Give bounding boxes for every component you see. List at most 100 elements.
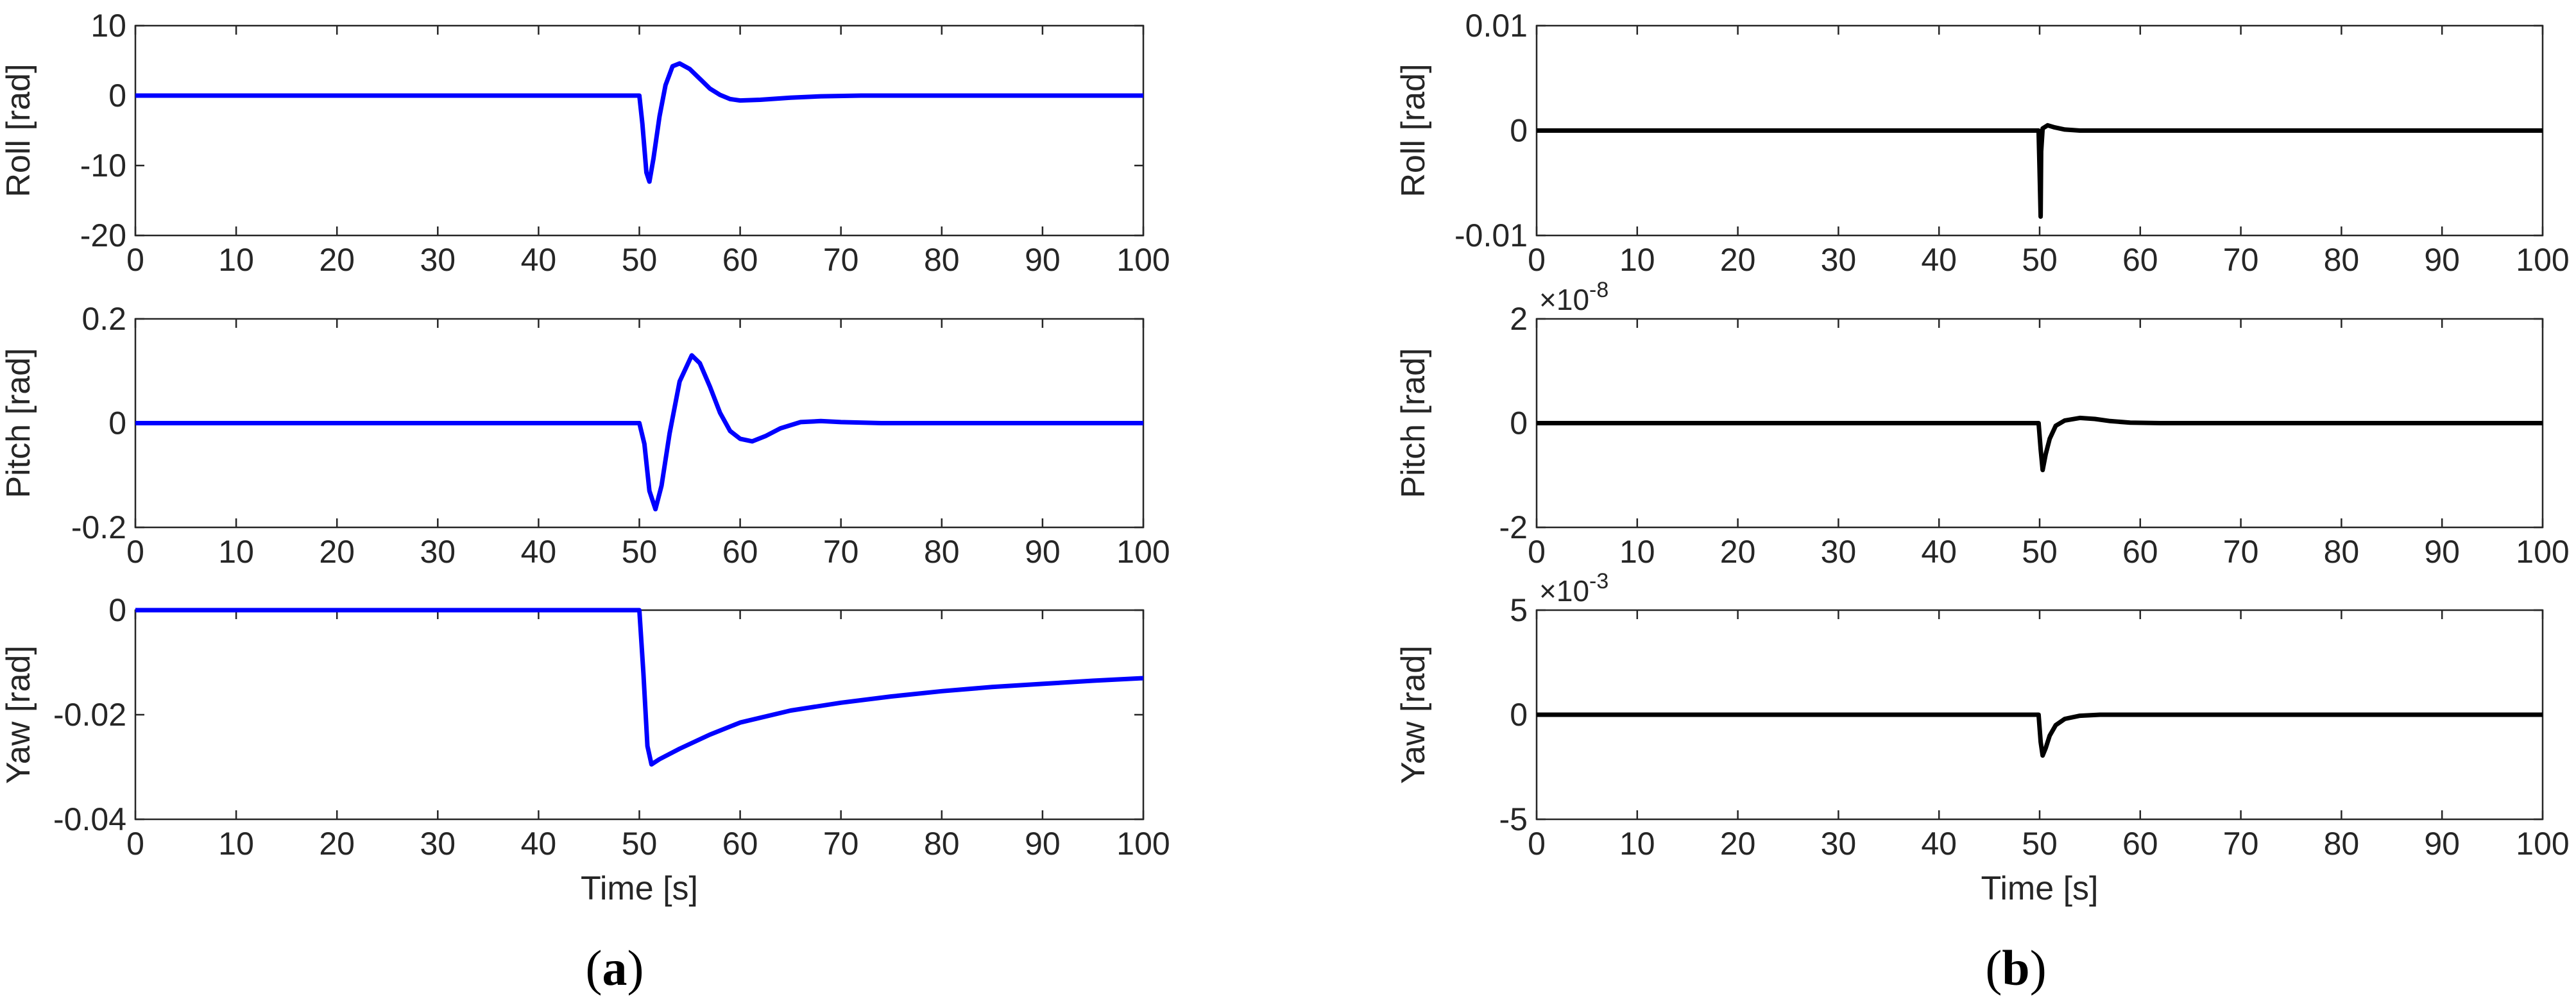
chart-b-1-y-tick-label: -0.01 xyxy=(1454,217,1528,253)
panel-label-b: (b) xyxy=(1985,940,2046,996)
chart-b-3-x-tick-label: 40 xyxy=(1921,826,1957,862)
chart-a-3-x-tick-label: 30 xyxy=(420,826,456,862)
chart-a-2-x-tick-label: 90 xyxy=(1025,534,1061,570)
panel-label-a-letter: a xyxy=(602,940,627,996)
chart-b-1-x-tick-label: 20 xyxy=(1720,242,1756,278)
chart-b-1-x-tick-label: 100 xyxy=(2516,242,2569,278)
chart-a-3-x-tick-label: 40 xyxy=(521,826,557,862)
chart-a-2-x-tick-label: 60 xyxy=(722,534,758,570)
svg-text:(b): (b) xyxy=(1985,940,2046,996)
chart-b-2-y-axis-label: Pitch [rad] xyxy=(1395,348,1432,498)
chart-b-2-x-tick-label: 100 xyxy=(2516,534,2569,570)
chart-b-2-x-tick-label: 20 xyxy=(1720,534,1756,570)
chart-a-3-x-tick-label: 90 xyxy=(1025,826,1061,862)
chart-a-1-x-tick-label: 70 xyxy=(823,242,859,278)
chart-b-2-y-tick-label: 0 xyxy=(1510,405,1528,441)
chart-b-3-x-tick-label: 70 xyxy=(2223,826,2259,862)
chart-b-2-series-line xyxy=(1537,415,2543,473)
chart-a-1-x-tick-label: 30 xyxy=(420,242,456,278)
chart-b-1-x-tick-label: 10 xyxy=(1619,242,1655,278)
chart-b-1-x-tick-label: 50 xyxy=(2022,242,2058,278)
panel-label-b-letter: b xyxy=(2002,940,2029,996)
chart-a-2-y-tick-label: 0 xyxy=(108,405,126,441)
chart-b-1-y-tick-label: 0.01 xyxy=(1465,8,1528,44)
chart-b-2-x-tick-label: 30 xyxy=(1821,534,1857,570)
chart-b-1-y-axis-label: Roll [rad] xyxy=(1395,64,1432,197)
svg-text:(a): (a) xyxy=(586,940,644,996)
chart-a-3-series-line xyxy=(135,608,1143,767)
chart-b-2-x-tick-label: 40 xyxy=(1921,534,1957,570)
chart-a-3-x-tick-label: 0 xyxy=(126,826,144,862)
chart-a-2-y-tick-label: 0.2 xyxy=(81,301,126,337)
chart-a-2-x-tick-label: 50 xyxy=(622,534,658,570)
chart-a-1-x-tick-label: 100 xyxy=(1116,242,1170,278)
chart-a-3-y-tick-label: -0.02 xyxy=(53,697,126,733)
chart-b-1-y-tick-label: 0 xyxy=(1510,113,1528,149)
chart-b-2-x-tick-label: 10 xyxy=(1619,534,1655,570)
chart-a-1-x-tick-label: 50 xyxy=(622,242,658,278)
chart-a-1-x-tick-label: 10 xyxy=(218,242,254,278)
chart-a-2-x-tick-label: 70 xyxy=(823,534,859,570)
chart-a-2-x-tick-label: 0 xyxy=(126,534,144,570)
chart-b-3-x-tick-label: 90 xyxy=(2424,826,2460,862)
chart-a-1-x-tick-label: 60 xyxy=(722,242,758,278)
chart-b-2-exponent-label: ×10-8 xyxy=(1539,278,1608,316)
chart-b-3-y-tick-label: 5 xyxy=(1510,592,1528,628)
panel-label-a-open: ( xyxy=(586,940,602,996)
chart-b-1-x-tick-label: 30 xyxy=(1821,242,1857,278)
chart-b-3-x-tick-label: 20 xyxy=(1720,826,1756,862)
chart-b-3-x-axis-label: Time [s] xyxy=(1981,870,2099,907)
chart-b-3-x-tick-label: 0 xyxy=(1528,826,1546,862)
chart-b-1-x-tick-label: 0 xyxy=(1528,242,1546,278)
chart-b-2-y-tick-label: 2 xyxy=(1510,301,1528,337)
chart-a-1-y-axis-label: Roll [rad] xyxy=(0,64,37,197)
chart-a-1-series-line xyxy=(135,61,1143,184)
chart-b-1-x-tick-label: 90 xyxy=(2424,242,2460,278)
panel-label-a: (a) xyxy=(586,940,644,996)
chart-a-3-y-axis-label: Yaw [rad] xyxy=(0,645,37,784)
chart-a-2-x-tick-label: 20 xyxy=(319,534,355,570)
chart-b-3-y-axis-label: Yaw [rad] xyxy=(1395,645,1432,784)
chart-b-3-x-tick-label: 80 xyxy=(2324,826,2360,862)
panel-label-b-open: ( xyxy=(1985,940,2002,996)
chart-b-2-y-tick-label: -2 xyxy=(1499,509,1528,545)
chart-a-1-x-tick-label: 20 xyxy=(319,242,355,278)
chart-a-3-x-tick-label: 80 xyxy=(924,826,960,862)
chart-b-1-x-tick-label: 60 xyxy=(2122,242,2158,278)
chart-a-1-x-tick-label: 40 xyxy=(521,242,557,278)
chart-b-3-exponent-label: ×10-3 xyxy=(1539,569,1608,608)
panel-label-a-close: ) xyxy=(627,940,644,996)
chart-a-1-axes-box xyxy=(134,24,1145,237)
chart-a-3-y-tick-label: 0 xyxy=(108,592,126,628)
chart-a-3: 0 10 20 30 40 50 60 70 80 90 100 0 -0.02 -0.04 Yaw [ra… xyxy=(0,592,1170,907)
chart-b-3-x-tick-label: 30 xyxy=(1821,826,1857,862)
chart-a-1-x-tick-label: 90 xyxy=(1025,242,1061,278)
chart-b-2-x-tick-label: 80 xyxy=(2324,534,2360,570)
chart-b-3-y-tick-label: -5 xyxy=(1499,801,1528,837)
chart-a-1-y-tick-label: 0 xyxy=(108,78,126,114)
chart-b-3-x-tick-label: 60 xyxy=(2122,826,2158,862)
chart-b-2-x-tick-label: 90 xyxy=(2424,534,2460,570)
chart-a-2-x-tick-label: 80 xyxy=(924,534,960,570)
chart-b-3-x-tick-label: 100 xyxy=(2516,826,2569,862)
panel-label-b-close: ) xyxy=(2030,940,2047,996)
chart-a-2-x-tick-label: 100 xyxy=(1116,534,1170,570)
chart-a-2-x-tick-label: 10 xyxy=(218,534,254,570)
chart-a-3-x-tick-label: 50 xyxy=(622,826,658,862)
chart-a-1-y-tick-label: -10 xyxy=(80,148,126,183)
chart-a-2-x-tick-label: 40 xyxy=(521,534,557,570)
chart-a-3-y-tick-label: -0.04 xyxy=(53,801,126,837)
chart-b-2-x-tick-label: 0 xyxy=(1528,534,1546,570)
chart-b-1-x-tick-label: 80 xyxy=(2324,242,2360,278)
chart-b-3-x-tick-label: 10 xyxy=(1619,826,1655,862)
chart-a-3-x-tick-label: 60 xyxy=(722,826,758,862)
chart-b-3-series-line xyxy=(1537,712,2543,758)
chart-a-1-x-tick-label: 80 xyxy=(924,242,960,278)
